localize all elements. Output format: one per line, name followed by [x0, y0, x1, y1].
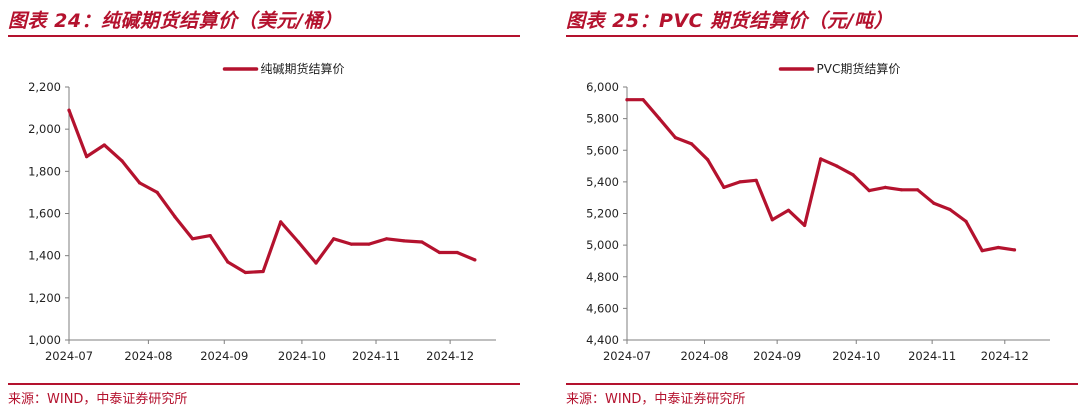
- source-text: 来源：WIND，中泰证券研究所: [566, 392, 746, 407]
- source-text: 来源：WIND，中泰证券研究所: [8, 392, 188, 407]
- x-tick-label: 2024-12: [426, 349, 474, 363]
- data-point: [738, 180, 742, 184]
- y-tick-label: 4,600: [586, 301, 619, 315]
- data-point: [899, 188, 904, 192]
- x-tick-label: 2024-11: [352, 349, 400, 363]
- data-point: [190, 237, 195, 241]
- data-point: [385, 237, 389, 241]
- data-point: [851, 173, 855, 177]
- data-point: [625, 98, 629, 102]
- data-point: [155, 190, 159, 194]
- data-point: [835, 164, 839, 168]
- data-point: [722, 185, 726, 189]
- pvc-chart: 4,400 4,600 4,800 5,000 5,200 5,400 5,600 5,800…: [586, 61, 1050, 363]
- data-point: [332, 237, 336, 241]
- series-line: [67, 108, 477, 275]
- x-tick-label: 2024-09: [753, 349, 801, 363]
- data-point: [314, 261, 318, 265]
- data-point: [437, 250, 442, 255]
- data-point: [226, 260, 230, 264]
- y-tick-label: 5,800: [586, 112, 619, 126]
- data-point: [102, 143, 106, 147]
- data-point: [473, 258, 477, 262]
- x-tick-label: 2024-10: [832, 349, 880, 363]
- y-tick-label: 1,600: [28, 207, 61, 221]
- y-tick-label: 5,200: [586, 207, 619, 221]
- x-tick-label: 2024-12: [981, 349, 1029, 363]
- y-tick-label: 4,400: [586, 333, 619, 347]
- data-point: [770, 218, 774, 222]
- x-tick-label: 2024-07: [603, 349, 651, 363]
- data-point: [243, 270, 247, 275]
- x-tick-label: 2024-08: [124, 349, 172, 363]
- x-tick-label: 2024-11: [908, 349, 956, 363]
- soda-ash-chart: 1,000 1,200 1,400 1,600 1,800 2,000 2,200 2024-…: [28, 61, 496, 363]
- data-point: [980, 249, 984, 253]
- data-point: [120, 159, 124, 163]
- y-tick-label: 1,200: [28, 291, 61, 305]
- y-tick-label: 2,200: [28, 80, 61, 94]
- chart-panel-right: 图表 25：PVC 期货结算价（元/吨） 4,400 4,600 4,800 5,00…: [566, 0, 1080, 411]
- legend-label: PVC期货结算价: [817, 61, 901, 76]
- data-point: [916, 188, 920, 192]
- data-point: [1012, 248, 1017, 252]
- y-tick-label: 6,000: [586, 80, 619, 94]
- data-point: [948, 207, 952, 212]
- y-tick-label: 4,800: [586, 270, 619, 284]
- data-point: [67, 108, 71, 112]
- data-point: [138, 181, 142, 185]
- data-point: [964, 219, 968, 223]
- y-tick-label: 2,000: [28, 122, 61, 136]
- data-point: [706, 158, 710, 162]
- data-point: [296, 240, 300, 244]
- data-point: [883, 185, 887, 189]
- data-point: [455, 250, 459, 255]
- data-point: [819, 157, 823, 161]
- source-rule: [566, 383, 1078, 385]
- data-point: [641, 98, 645, 102]
- x-tick-label: 2024-07: [45, 349, 93, 363]
- data-point: [803, 223, 807, 227]
- data-point: [996, 245, 1000, 250]
- data-point: [657, 117, 661, 121]
- chart-title: 图表 24：纯碱期货结算价（美元/桶）: [8, 10, 343, 32]
- data-point: [402, 239, 406, 243]
- data-point: [690, 142, 694, 146]
- data-point: [279, 220, 283, 224]
- y-tick-label: 1,000: [28, 333, 61, 347]
- series-line: [625, 98, 1017, 253]
- y-tick-label: 1,800: [28, 164, 61, 178]
- data-point: [208, 234, 212, 238]
- y-tick-label: 1,400: [28, 249, 61, 263]
- data-point: [754, 178, 758, 182]
- data-point: [867, 189, 871, 193]
- x-tick-label: 2024-08: [680, 349, 728, 363]
- data-point: [932, 201, 936, 205]
- y-tick-label: 5,400: [586, 175, 619, 189]
- x-tick-label: 2024-10: [278, 349, 326, 363]
- chart-title: 图表 25：PVC 期货结算价（元/吨）: [566, 10, 894, 32]
- x-tick-label: 2024-09: [200, 349, 248, 363]
- legend-label: 纯碱期货结算价: [261, 61, 345, 76]
- title-rule: [8, 35, 520, 37]
- data-point: [420, 240, 424, 244]
- data-point: [85, 155, 89, 159]
- data-point: [349, 242, 353, 246]
- chart-panel-left: 图表 24：纯碱期货结算价（美元/桶） 1,000 1,200 1,400 1,600…: [8, 0, 528, 411]
- data-point: [261, 269, 265, 274]
- source-rule: [8, 383, 520, 385]
- data-point: [173, 215, 177, 219]
- title-rule: [566, 35, 1078, 37]
- y-tick-label: 5,000: [586, 238, 619, 252]
- data-point: [673, 136, 677, 140]
- data-point: [786, 208, 791, 212]
- y-tick-label: 5,600: [586, 143, 619, 157]
- data-point: [367, 242, 371, 246]
